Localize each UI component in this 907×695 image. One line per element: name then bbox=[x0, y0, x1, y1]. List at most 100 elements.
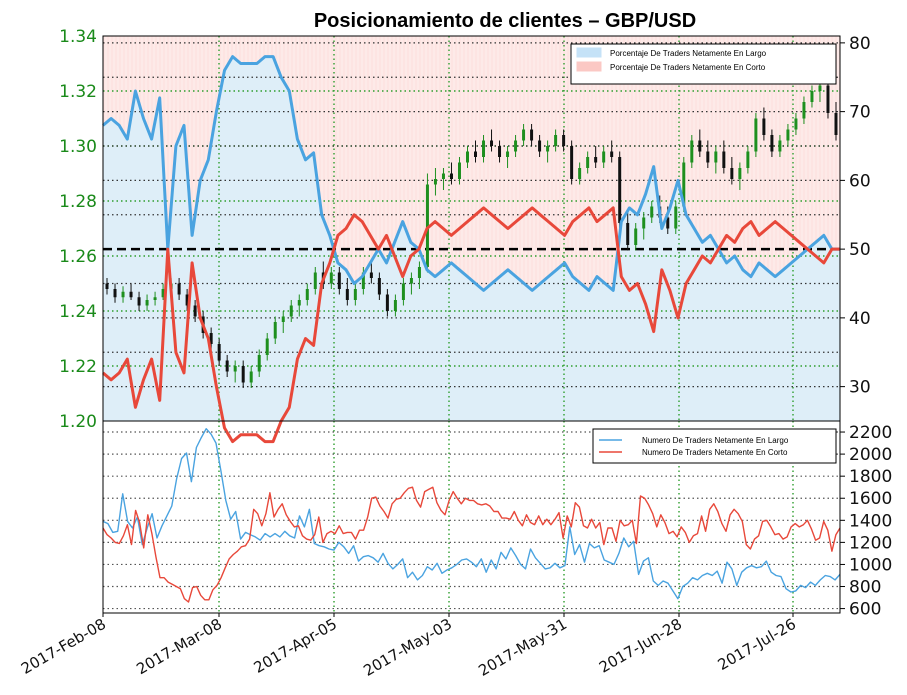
candle-body bbox=[746, 151, 750, 168]
price-tick-label: 1.30 bbox=[59, 137, 97, 157]
candle-body bbox=[209, 333, 213, 344]
candle bbox=[826, 80, 830, 119]
candle-body bbox=[730, 168, 734, 179]
candle bbox=[337, 267, 341, 295]
candle bbox=[353, 283, 357, 306]
long-percentage-area bbox=[103, 56, 840, 421]
candle bbox=[538, 135, 542, 157]
pct-tick-label: 50 bbox=[849, 240, 871, 260]
candle-body bbox=[562, 135, 566, 146]
candle bbox=[610, 140, 614, 163]
candle-body bbox=[538, 140, 542, 152]
candle bbox=[730, 157, 734, 185]
candle bbox=[530, 124, 534, 146]
candle bbox=[786, 124, 790, 146]
candle-body bbox=[313, 272, 317, 289]
candle-body bbox=[698, 140, 702, 152]
candle bbox=[369, 261, 373, 284]
candle bbox=[498, 140, 502, 163]
candle-body bbox=[530, 129, 534, 141]
candle bbox=[273, 316, 277, 344]
candle-body bbox=[433, 179, 437, 185]
price-tick-label: 1.20 bbox=[59, 412, 97, 432]
candle-body bbox=[441, 173, 445, 179]
candle-body bbox=[161, 289, 165, 298]
candle bbox=[313, 267, 317, 295]
candle-body bbox=[377, 278, 381, 295]
candle-body bbox=[449, 173, 453, 179]
candle bbox=[457, 157, 461, 185]
candle bbox=[249, 366, 253, 388]
chart-title: Posicionamiento de clientes – GBP/USD bbox=[314, 10, 696, 32]
candle bbox=[690, 135, 694, 168]
count-tick-label: 2000 bbox=[849, 445, 892, 465]
candle-body bbox=[706, 151, 710, 163]
candle-body bbox=[337, 272, 341, 289]
candle-body bbox=[826, 85, 830, 113]
candle-body bbox=[714, 151, 718, 163]
pct-tick-label: 60 bbox=[849, 171, 871, 191]
candle bbox=[674, 201, 678, 234]
legend-box bbox=[592, 428, 837, 464]
candle-body bbox=[369, 272, 373, 278]
candle-body bbox=[834, 113, 838, 135]
candle bbox=[650, 201, 654, 223]
price-tick-label: 1.34 bbox=[59, 27, 97, 47]
percentage-lines bbox=[102, 55, 840, 444]
candle bbox=[449, 162, 453, 185]
legend-label: Porcentaje De Traders Netamente En Largo bbox=[610, 49, 767, 58]
count-legend: Numero De Traders Netamente En Largo Nume… bbox=[592, 428, 837, 464]
candle bbox=[241, 360, 245, 388]
candle bbox=[113, 283, 117, 303]
candle bbox=[586, 151, 590, 174]
candle bbox=[706, 140, 710, 168]
candle bbox=[121, 286, 125, 303]
price-tick-label: 1.28 bbox=[59, 192, 97, 212]
candle bbox=[193, 300, 197, 322]
date-tick-label: 2017-May-03 bbox=[360, 615, 455, 680]
candle-body bbox=[345, 289, 349, 300]
candle bbox=[153, 291, 157, 306]
price-axis: 1.20 1.22 1.24 1.26 1.28 1.30 1.32 1.34 bbox=[59, 27, 97, 432]
candle bbox=[161, 283, 165, 300]
candle-body bbox=[474, 151, 478, 157]
count-tick-label: 1200 bbox=[849, 533, 892, 553]
candle bbox=[385, 289, 389, 317]
candle bbox=[265, 333, 269, 361]
legend-swatch bbox=[576, 47, 602, 58]
candle bbox=[770, 129, 774, 157]
candle bbox=[409, 272, 413, 295]
count-tick-label: 600 bbox=[849, 600, 881, 620]
candle bbox=[562, 129, 566, 152]
candle-body bbox=[618, 157, 622, 223]
candle bbox=[546, 140, 550, 163]
candle bbox=[802, 96, 806, 124]
candle-body bbox=[690, 140, 694, 163]
candle-body bbox=[393, 300, 397, 311]
candle bbox=[506, 146, 510, 168]
candle-body bbox=[794, 118, 798, 130]
candle bbox=[177, 278, 181, 300]
price-tick-label: 1.32 bbox=[59, 82, 97, 102]
price-tick-label: 1.22 bbox=[59, 357, 97, 377]
candle bbox=[762, 107, 766, 141]
count-tick-label: 1400 bbox=[849, 511, 892, 531]
pct-tick-label: 80 bbox=[849, 34, 871, 54]
count-tick-label: 1800 bbox=[849, 467, 892, 487]
candle-body bbox=[177, 283, 181, 295]
candle bbox=[754, 113, 758, 157]
candle-body bbox=[522, 129, 526, 141]
candle bbox=[746, 146, 750, 174]
candle-body bbox=[738, 168, 742, 179]
candle bbox=[698, 129, 702, 157]
pct-tick-label: 40 bbox=[849, 309, 871, 329]
candle bbox=[225, 355, 229, 377]
candle-body bbox=[498, 146, 502, 157]
candle bbox=[401, 278, 405, 306]
candle bbox=[305, 283, 309, 306]
long-percentage-line bbox=[102, 55, 840, 292]
candle-body bbox=[249, 371, 253, 383]
candle bbox=[602, 146, 606, 168]
